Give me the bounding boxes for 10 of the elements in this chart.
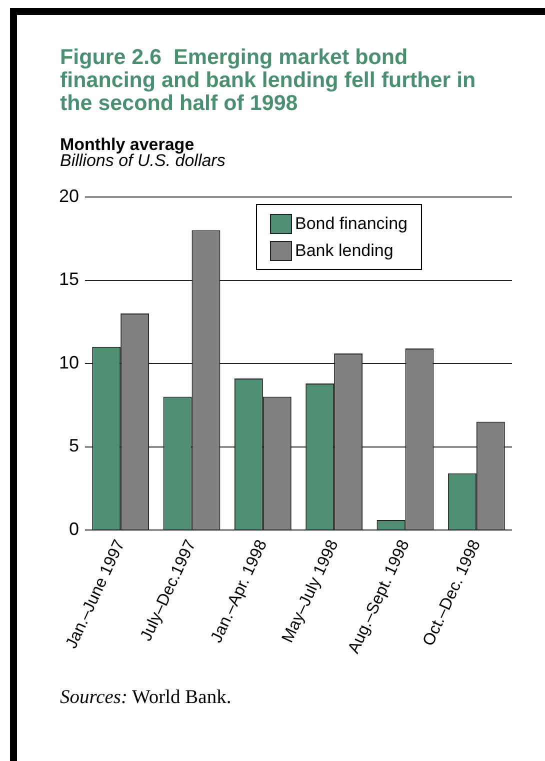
y-tick-label: 5 — [68, 436, 79, 456]
y-tick-label: 20 — [58, 186, 79, 206]
legend-label: Bank lending — [295, 240, 394, 260]
source-note: Sources: World Bank. — [60, 687, 232, 709]
chart-title: Figure 2.6 Emerging market bond financing and bank lending fell further in the second half of 1998 — [60, 45, 477, 115]
y-tick-label: 10 — [58, 352, 79, 372]
legend-label: Bond financing — [295, 214, 408, 234]
y-tick-label: 0 — [68, 518, 79, 539]
y-tick-label: 15 — [58, 269, 79, 290]
chart-subtitle: Monthly average — [60, 135, 194, 154]
